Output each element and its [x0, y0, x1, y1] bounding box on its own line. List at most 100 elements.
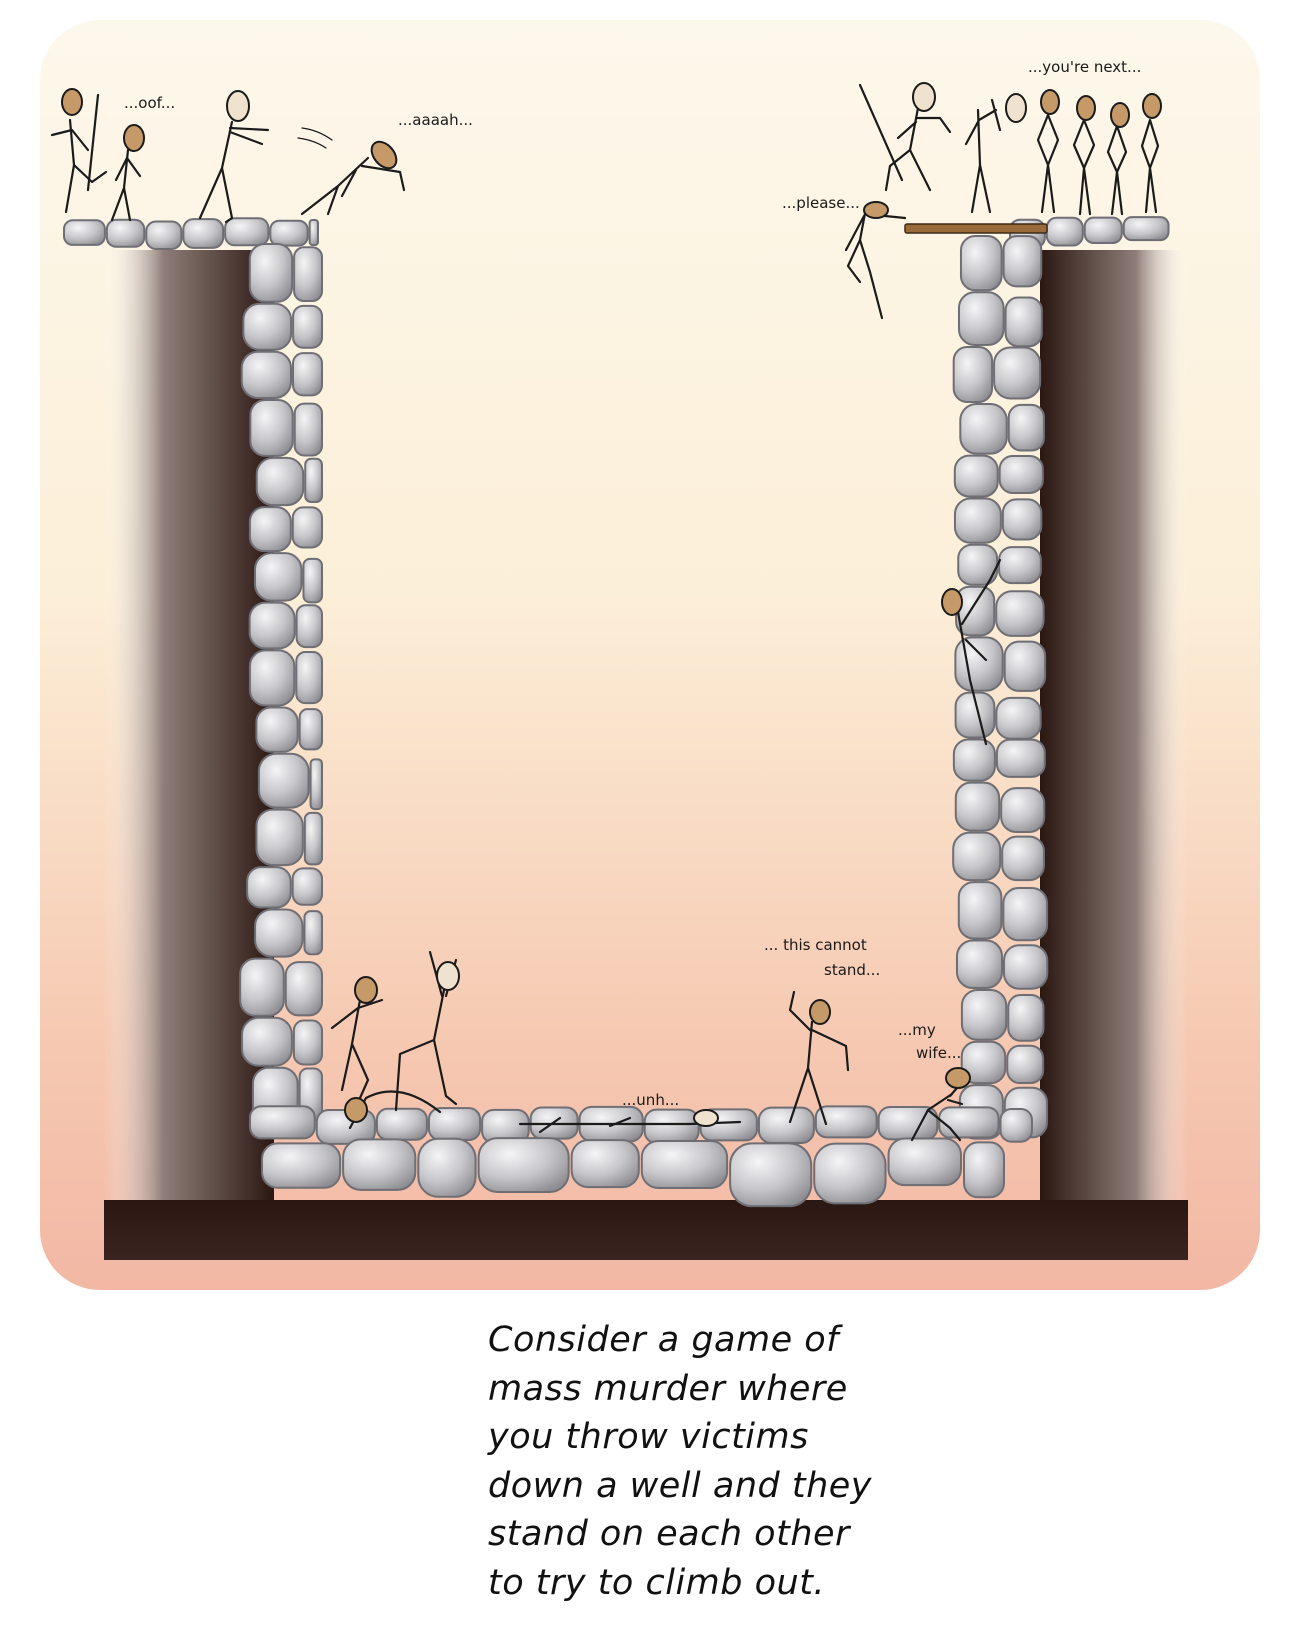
stone	[248, 649, 296, 707]
head-queue-2	[1076, 95, 1096, 121]
stone	[417, 1137, 477, 1198]
head-victim-oof	[123, 124, 145, 152]
queue-figure-4	[1140, 118, 1160, 214]
stone	[954, 781, 1001, 832]
stone	[959, 235, 1003, 292]
head-falling	[370, 140, 398, 170]
stone	[960, 988, 1008, 1041]
stone	[1001, 835, 1045, 882]
stone	[1001, 498, 1043, 541]
stone	[248, 243, 294, 303]
caption: Consider a game of mass murder where you…	[488, 1316, 1008, 1607]
stone	[1002, 235, 1043, 288]
stone	[959, 402, 1008, 455]
queue-figure-1	[1036, 113, 1060, 214]
stone	[952, 738, 996, 782]
stone	[427, 1107, 482, 1142]
head-pusher	[226, 90, 250, 122]
bottom-left-figure-1	[330, 998, 384, 1100]
well-illustration: ...oof... ...aaaah... ...you're next... …	[40, 20, 1260, 1290]
head-standing	[809, 999, 831, 1025]
stone	[105, 218, 146, 248]
stone	[342, 1138, 417, 1191]
stone	[1003, 640, 1047, 692]
head-guard-left	[61, 88, 83, 116]
caption-line-5: stand on each other	[488, 1514, 850, 1554]
stone	[242, 302, 293, 351]
head-guard-middle	[1005, 93, 1027, 123]
stone	[303, 910, 324, 956]
stone	[292, 1019, 323, 1066]
stone	[1083, 216, 1123, 244]
stone	[249, 398, 294, 457]
stone	[1000, 787, 1046, 834]
stone	[995, 590, 1045, 637]
stone	[1003, 944, 1049, 990]
stone	[248, 506, 292, 553]
stone	[269, 219, 309, 247]
stone	[298, 708, 323, 751]
stone	[304, 457, 324, 503]
stone	[240, 1016, 293, 1067]
stone	[293, 246, 323, 303]
caption-line-6: to try to climb out.	[488, 1562, 826, 1603]
stone	[1007, 403, 1045, 452]
head-sitting	[945, 1067, 971, 1089]
stone	[877, 1106, 939, 1141]
stone	[998, 546, 1042, 585]
stone	[813, 1142, 887, 1205]
stone	[477, 1137, 570, 1193]
stone	[145, 220, 183, 251]
head-bottom-left-3	[344, 1097, 368, 1123]
stone	[309, 758, 323, 811]
stone	[957, 881, 1003, 940]
stone	[953, 497, 1002, 544]
speech-my: ...my	[898, 1021, 936, 1039]
stone	[963, 1141, 1005, 1199]
stone	[887, 1137, 963, 1187]
speech-unh: ...unh...	[622, 1091, 679, 1109]
figure-heads	[61, 82, 1162, 1127]
lying-figure	[518, 1116, 742, 1134]
stone	[248, 601, 296, 650]
stone	[302, 557, 324, 604]
caption-line-3: you throw victims	[488, 1417, 809, 1457]
speech-wife: wife...	[916, 1044, 961, 1062]
stone	[255, 808, 304, 867]
stone	[960, 1040, 1007, 1085]
stone	[257, 752, 310, 809]
stone	[1002, 886, 1049, 942]
head-bottom-left-2	[436, 961, 460, 991]
shaft-right-shadow	[1040, 250, 1188, 1260]
stone	[1007, 993, 1045, 1042]
stone	[295, 604, 323, 649]
stone	[957, 291, 1005, 347]
head-queue-1	[1040, 89, 1060, 115]
stone	[292, 352, 324, 397]
stone	[239, 957, 285, 1017]
head-hanging	[863, 201, 889, 219]
stone	[998, 455, 1044, 494]
standing-figure	[788, 990, 850, 1126]
stone	[938, 1106, 1000, 1139]
guard-figure-left	[50, 93, 108, 214]
stone	[295, 651, 324, 705]
stone	[293, 402, 323, 457]
plank	[904, 223, 1048, 234]
stone	[240, 350, 293, 399]
head-queue-3	[1110, 102, 1130, 128]
stone	[993, 346, 1042, 400]
speech-youre-next: ...you're next...	[1028, 58, 1141, 76]
stone	[224, 217, 270, 247]
stone	[249, 1105, 316, 1140]
stone	[814, 1105, 878, 1139]
stone	[253, 552, 303, 602]
stone	[261, 1142, 342, 1189]
head-climbing	[941, 588, 963, 616]
stone	[254, 908, 304, 958]
stone	[291, 506, 324, 549]
stone	[757, 1106, 815, 1145]
head-lying	[693, 1109, 719, 1127]
stone	[375, 1107, 428, 1141]
stone	[643, 1108, 700, 1145]
